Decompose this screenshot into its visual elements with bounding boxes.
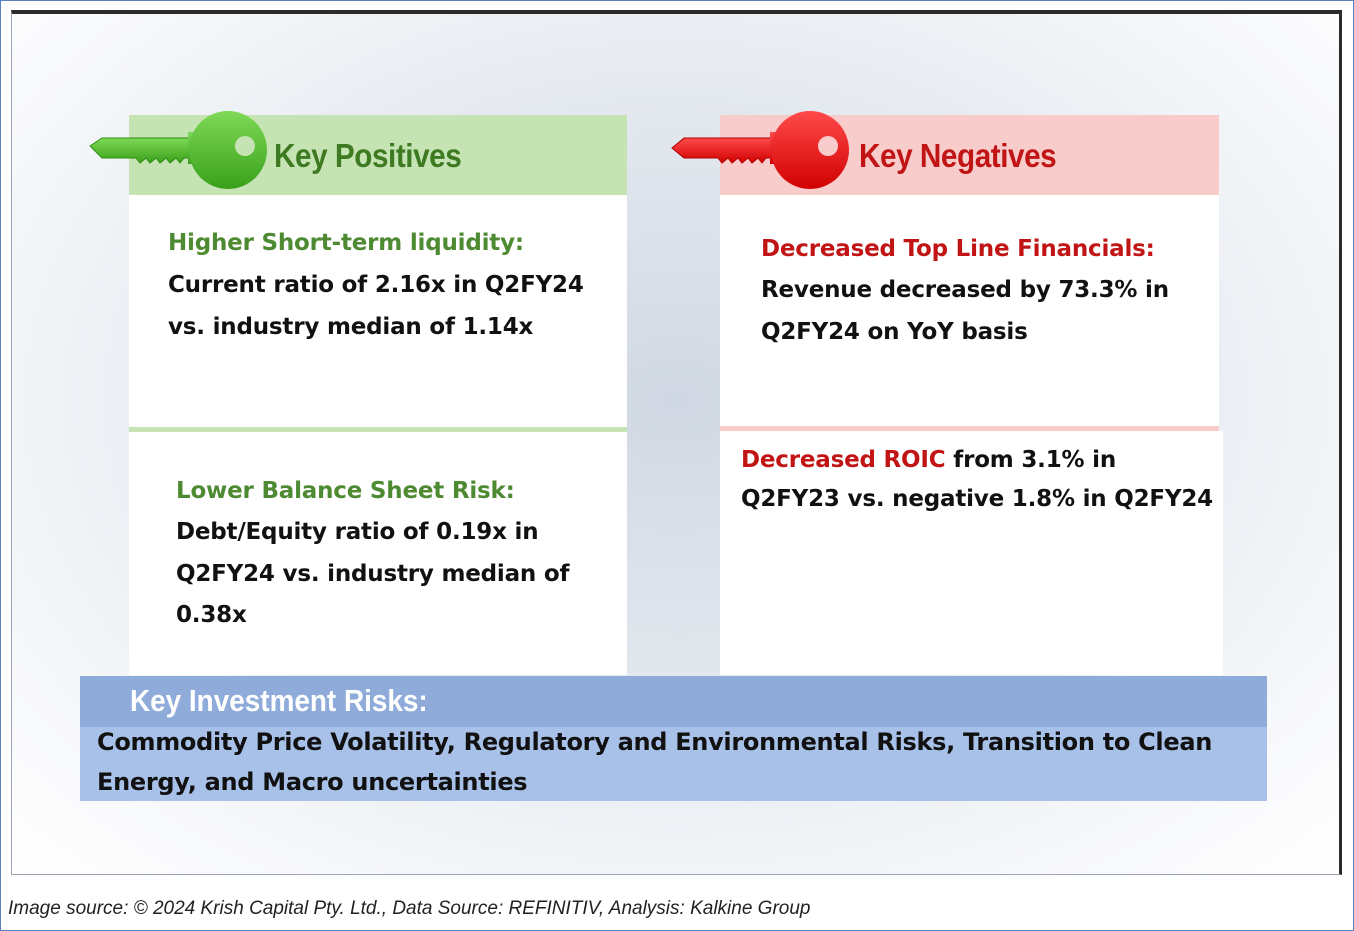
risks-title: Key Investment Risks:: [130, 683, 428, 718]
green-key-icon: [89, 111, 267, 189]
positive-1-heading: Higher Short-term liquidity:: [168, 230, 524, 256]
positives-title: Key Positives: [274, 137, 462, 174]
positive-1-line2: vs. industry median of 1.14x: [168, 314, 534, 340]
negative-card-top-line: [720, 195, 1219, 426]
positive-card-balance-sheet: [129, 432, 627, 675]
image-source-caption: Image source: © 2024 Krish Capital Pty. …: [8, 898, 811, 919]
positive-2-heading: Lower Balance Sheet Risk:: [176, 478, 515, 504]
negative-1-line1: Revenue decreased by 73.3% in: [761, 277, 1169, 303]
negative-1-line2: Q2FY24 on YoY basis: [761, 319, 1028, 345]
positive-2-line1: Debt/Equity ratio of 0.19x in: [176, 519, 539, 545]
positive-1-line1: Current ratio of 2.16x in Q2FY24: [168, 272, 584, 298]
risks-text: Commodity Price Volatility, Regulatory a…: [97, 722, 1247, 802]
negative-card-roic: [720, 431, 1223, 675]
positive-2-line2: Q2FY24 vs. industry median of: [176, 561, 570, 587]
negative-divider: [720, 426, 1219, 431]
risks-header-band: [80, 676, 1267, 727]
negative-1-heading: Decreased Top Line Financials:: [761, 236, 1155, 262]
negatives-title: Key Negatives: [859, 137, 1057, 174]
red-key-icon: [671, 111, 849, 189]
risks-body-band: [80, 727, 1267, 801]
negative-2-line1: Decreased ROIC from 3.1% in: [741, 441, 1116, 479]
positive-divider: [129, 427, 627, 432]
positive-2-line3: 0.38x: [176, 602, 247, 628]
negative-2-line1-rest: from 3.1% in: [945, 447, 1117, 473]
risks-line1: Commodity Price Volatility, Regulatory a…: [97, 728, 1213, 756]
negative-2-line2: Q2FY23 vs. negative 1.8% in Q2FY24: [741, 486, 1213, 512]
risks-line2: Energy, and Macro uncertainties: [97, 768, 528, 796]
positive-card-liquidity: [129, 195, 627, 427]
negative-2-heading: Decreased ROIC: [741, 447, 946, 473]
